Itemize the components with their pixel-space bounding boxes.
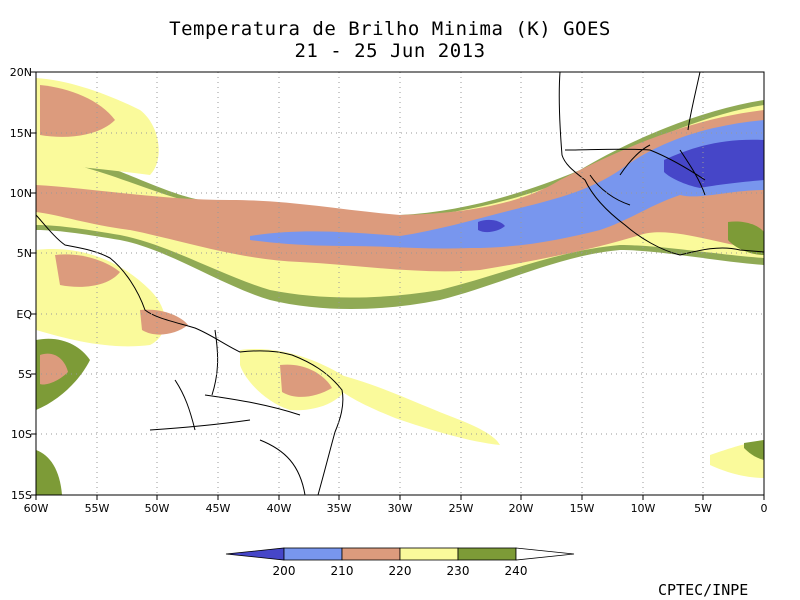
legend-bin-200-210 <box>283 547 343 561</box>
lon-label: 0 <box>761 502 768 515</box>
legend-bin-below-200 <box>225 547 285 561</box>
cell-below-200-west <box>478 219 505 233</box>
lat-label: 15N <box>10 127 32 140</box>
legend-tick: 210 <box>331 564 354 578</box>
lon-label: 25W <box>449 502 474 515</box>
north-west-orange <box>40 85 115 137</box>
africa-borders <box>564 72 706 206</box>
legend-bin-230-240 <box>457 547 517 561</box>
south-atlantic-tail <box>340 375 500 445</box>
lat-label: 15S <box>11 489 32 502</box>
lat-label: 20N <box>10 66 32 79</box>
west-africa-coast <box>558 72 764 256</box>
lon-label: 15W <box>570 502 595 515</box>
axis-ticks <box>31 71 765 500</box>
lat-label: 10N <box>10 187 32 200</box>
brazil-state-borders <box>149 329 306 495</box>
coastlines <box>36 72 764 495</box>
lon-label: 10W <box>631 502 656 515</box>
lat-label: 10S <box>11 428 32 441</box>
south-east-green <box>744 440 764 460</box>
south-america-coast <box>36 214 344 495</box>
lon-label: 55W <box>85 502 110 515</box>
lon-label: 45W <box>206 502 231 515</box>
lat-label: EQ <box>16 308 32 321</box>
map-title: Temperatura de Brilho Minima (K) GOES <box>169 18 611 40</box>
lon-label: 40W <box>267 502 292 515</box>
amazon-orange <box>40 353 68 385</box>
legend-tick: 200 <box>273 564 296 578</box>
lon-label: 20W <box>509 502 534 515</box>
legend-tick: 220 <box>389 564 412 578</box>
band-below-200 <box>664 139 764 188</box>
lat-label: 5S <box>18 368 32 381</box>
graticule <box>36 72 764 495</box>
lon-label: 35W <box>327 502 352 515</box>
south-west-corner <box>36 450 62 495</box>
amapa-patch <box>140 309 188 335</box>
gulf-guinea-green <box>728 221 764 255</box>
latitude-labels: 20N 15N 10N 5N EQ 5S 10S 15S <box>10 66 33 502</box>
guiana-orange <box>55 254 120 287</box>
longitude-labels: 60W 55W 50W 45W 40W 35W 30W 25W 20W 15W … <box>24 502 768 515</box>
legend-bin-220-230 <box>399 547 459 561</box>
legend-bin-210-220 <box>341 547 401 561</box>
color-legend: 200 210 220 230 240 <box>225 547 575 578</box>
lon-label: 50W <box>145 502 170 515</box>
legend-bin-above-240 <box>515 547 575 561</box>
lat-label: 5N <box>17 247 32 260</box>
lon-label: 30W <box>388 502 413 515</box>
lon-label: 60W <box>24 502 49 515</box>
legend-tick: 240 <box>505 564 528 578</box>
temperature-field <box>36 78 764 495</box>
brazil-coast-orange <box>280 364 332 397</box>
map-subtitle: 21 - 25 Jun 2013 <box>294 40 486 62</box>
band-200-210 <box>250 120 764 249</box>
legend-tick: 230 <box>447 564 470 578</box>
lon-label: 5W <box>694 502 712 515</box>
source-credit: CPTEC/INPE <box>658 581 749 599</box>
